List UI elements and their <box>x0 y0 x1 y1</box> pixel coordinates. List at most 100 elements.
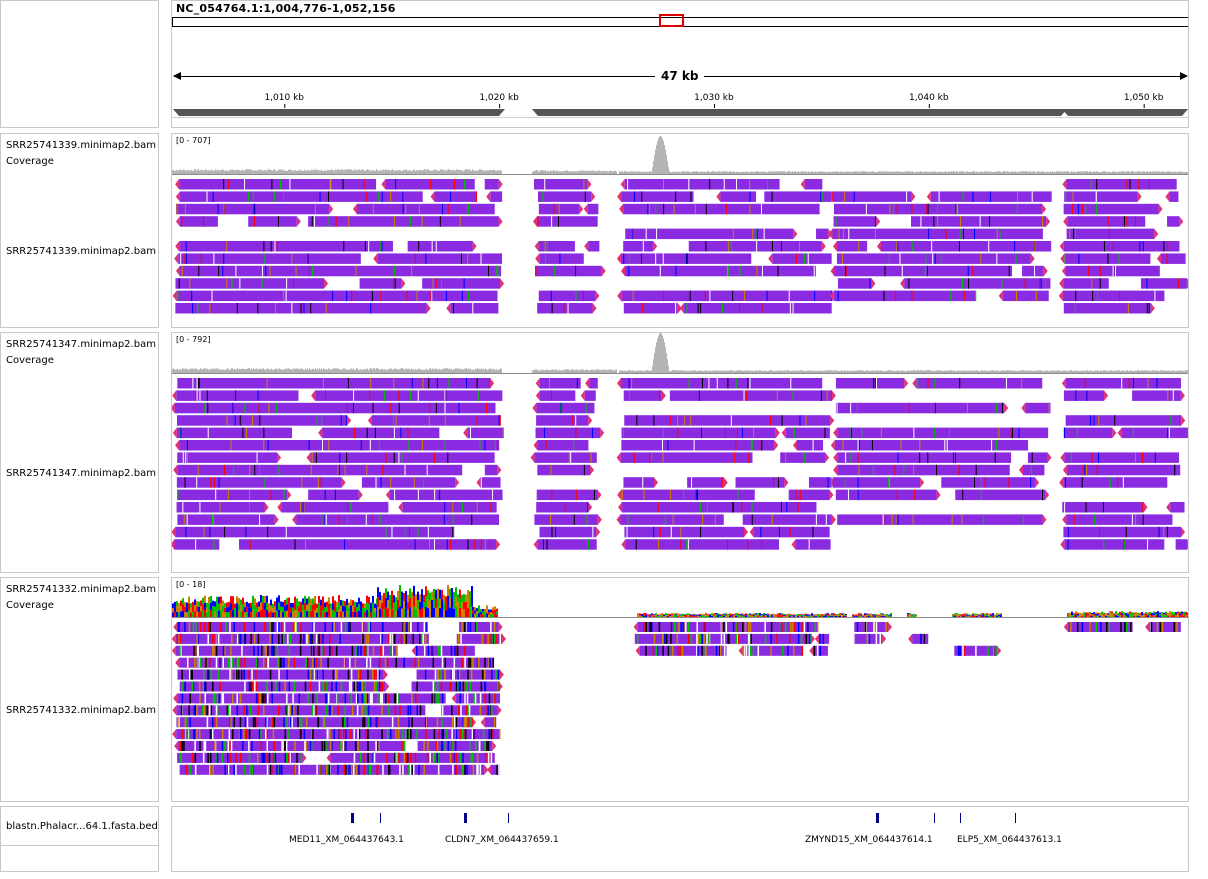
read-mismatch <box>1082 464 1084 476</box>
coverage-bar <box>174 611 176 617</box>
coverage-bar <box>614 170 615 174</box>
read-mismatch <box>444 390 446 401</box>
read-mismatch <box>281 633 283 644</box>
coverage-bar <box>365 369 366 373</box>
coverage-bar <box>1070 172 1071 174</box>
feature-track-name-panel[interactable]: blastn.Phalacr...64.1.fasta.bed <box>0 806 159 846</box>
coverage-bar <box>750 172 751 174</box>
coverage-bar <box>258 368 259 373</box>
read-mismatch <box>430 290 432 302</box>
coverage-bar <box>453 600 455 609</box>
coverage-bar <box>179 169 180 174</box>
alignment-read <box>536 489 598 501</box>
coverage-bar <box>721 370 722 373</box>
read-mismatch <box>301 477 303 488</box>
read-mismatch <box>188 622 191 632</box>
read-mismatch <box>726 265 728 277</box>
read-strand-arrow <box>768 253 773 264</box>
coverage-track-name[interactable]: SRR25741339.minimap2.bam Coverage <box>6 140 156 167</box>
data-panel-1[interactable]: [0 - 707] <box>171 133 1189 328</box>
coverage-bar <box>755 171 756 174</box>
coverage-bar <box>739 614 741 616</box>
alignment-track-3[interactable] <box>172 578 1189 802</box>
read-mismatch <box>256 681 258 692</box>
coverage-bar <box>357 368 358 373</box>
current-region-box[interactable] <box>659 14 684 27</box>
coverage-bar <box>465 169 466 174</box>
coverage-bar <box>273 169 274 174</box>
coverage-bar <box>1098 370 1099 373</box>
read-mismatch <box>761 440 763 451</box>
read-mismatch <box>255 669 257 680</box>
read-mismatch <box>239 633 242 644</box>
coverage-bar <box>186 369 187 373</box>
coverage-bar <box>799 614 801 616</box>
read-mismatch <box>267 693 269 704</box>
coverage-bar <box>933 371 934 373</box>
read-mismatch <box>734 452 736 463</box>
coverage-bar <box>693 613 695 615</box>
ruler-panel[interactable]: NC_054764.1:1,004,776-1,052,156 47 kb 1,… <box>171 0 1189 128</box>
read-mismatch <box>1086 390 1088 401</box>
coverage-bar <box>219 170 220 174</box>
alignment-track-name[interactable]: SRR25741332.minimap2.bam <box>6 705 156 716</box>
read-mismatch <box>445 290 447 302</box>
read-mismatch <box>499 633 502 644</box>
track-name-panel-2[interactable]: SRR25741347.minimap2.bam Coverage SRR257… <box>0 332 159 573</box>
alignment-read <box>837 427 1049 439</box>
read-mismatch <box>576 378 578 389</box>
coverage-bar <box>1157 611 1159 614</box>
coverage-bar <box>726 370 727 373</box>
coverage-bar <box>946 370 947 373</box>
coverage-peak <box>652 167 653 174</box>
coverage-bar <box>721 615 723 617</box>
data-panel-2[interactable]: [0 - 792] <box>171 332 1189 573</box>
read-mismatch <box>425 253 427 264</box>
coverage-bar <box>685 615 687 617</box>
coverage-bar <box>563 369 564 373</box>
coverage-bar <box>409 597 411 608</box>
read-mismatch <box>180 253 182 264</box>
coverage-bar <box>1071 615 1073 617</box>
alignment-track-1[interactable] <box>172 134 1189 328</box>
coverage-bar <box>976 615 978 617</box>
coverage-bar <box>380 369 381 373</box>
alignment-track-name[interactable]: SRR25741347.minimap2.bam <box>6 468 156 479</box>
coverage-track-name[interactable]: SRR25741332.minimap2.bam Coverage <box>6 584 156 611</box>
coverage-bar <box>1151 371 1152 373</box>
coverage-bar <box>779 613 781 615</box>
coverage-bar <box>695 616 697 617</box>
coverage-bar <box>429 600 431 609</box>
coverage-bar <box>368 603 370 611</box>
coverage-bar <box>313 169 314 174</box>
read-mismatch <box>769 415 771 426</box>
read-mismatch <box>278 657 280 668</box>
coverage-bar <box>1168 171 1169 174</box>
coverage-bar <box>1107 615 1109 617</box>
coverage-bar <box>1022 370 1023 373</box>
coverage-bar <box>860 171 861 174</box>
alignment-track-2[interactable] <box>172 333 1189 573</box>
coverage-bar <box>829 614 831 616</box>
coverage-bar <box>1084 370 1085 373</box>
read-mismatch <box>274 241 276 252</box>
read-mismatch <box>354 657 357 668</box>
alignment-track-name[interactable]: SRR25741339.minimap2.bam <box>6 246 156 257</box>
coverage-bar <box>624 370 625 373</box>
read-mismatch <box>368 622 371 632</box>
coverage-bar <box>345 169 346 174</box>
read-mismatch <box>418 633 421 644</box>
coverage-track-name[interactable]: SRR25741347.minimap2.bam Coverage <box>6 339 156 366</box>
data-panel-3[interactable]: [0 - 18] <box>171 577 1189 802</box>
alignment-read <box>239 539 497 550</box>
coverage-bar <box>483 368 484 373</box>
track-name-panel-3[interactable]: SRR25741332.minimap2.bam Coverage SRR257… <box>0 577 159 802</box>
coverage-bar <box>982 370 983 373</box>
track-name-panel-1[interactable]: SRR25741339.minimap2.bam Coverage SRR257… <box>0 133 159 328</box>
read-mismatch <box>385 452 387 463</box>
coverage-bar <box>730 171 731 174</box>
read-mismatch <box>212 633 214 644</box>
bed-track-name[interactable]: blastn.Phalacr...64.1.fasta.bed <box>6 821 158 832</box>
coverage-bar <box>448 369 449 373</box>
coverage-bar <box>342 369 343 373</box>
